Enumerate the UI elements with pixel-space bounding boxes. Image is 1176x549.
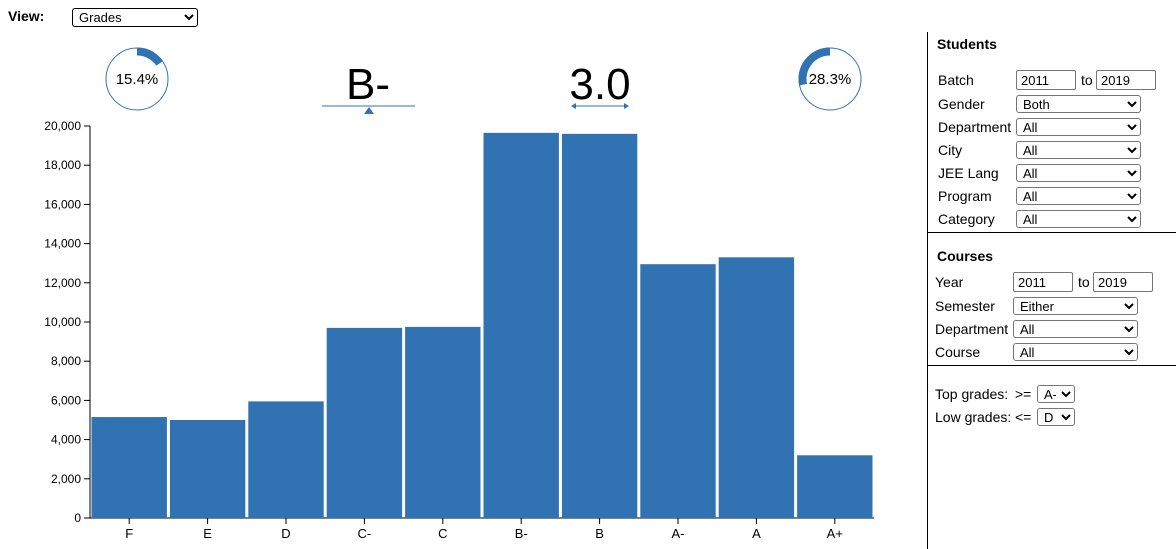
top-grades-operator: >=	[1015, 386, 1032, 402]
jee-lang-label: JEE Lang	[938, 165, 999, 181]
gauge-2: 28.3%	[798, 47, 862, 111]
student-department-select[interactable]: All	[1016, 118, 1141, 136]
year-to-label: to	[1078, 274, 1090, 290]
x-tick-label: A+	[827, 526, 843, 541]
department-label: Department	[938, 119, 1012, 135]
low-grades-label: Low grades:	[935, 409, 1012, 425]
y-tick-label: 18,000	[44, 158, 81, 172]
x-tick-label: A-	[672, 526, 685, 541]
year-label: Year	[935, 274, 964, 290]
gpa-left-arrow-icon	[571, 103, 576, 109]
view-select[interactable]: Grades	[72, 8, 198, 27]
median-marker-icon	[364, 107, 374, 114]
bar-A[interactable]	[718, 257, 795, 518]
low-grades-operator: <=	[1015, 409, 1032, 425]
gauge-1: 15.4%	[105, 47, 169, 111]
gauge-arc	[798, 47, 831, 86]
view-label: View:	[8, 8, 45, 24]
y-tick-label: 20,000	[44, 119, 81, 133]
filter-panel: Students Batch to Gender Both Department…	[927, 32, 1176, 549]
x-tick-label: B-	[515, 526, 528, 541]
bar-A+[interactable]	[797, 455, 873, 518]
students-divider	[928, 232, 1176, 233]
gender-label: Gender	[938, 96, 985, 112]
y-tick-label: 14,000	[44, 237, 81, 251]
program-select[interactable]: All	[1016, 187, 1141, 205]
y-tick-label: 8,000	[51, 354, 81, 368]
x-tick-label: C-	[358, 526, 372, 541]
bar-A-[interactable]	[640, 264, 716, 518]
gauge-arc	[136, 47, 163, 66]
bar-D[interactable]	[248, 401, 324, 518]
city-select[interactable]: All	[1016, 141, 1141, 159]
semester-label: Semester	[935, 298, 995, 314]
year-to-input[interactable]	[1093, 272, 1153, 292]
top-grades-select[interactable]: A-	[1037, 385, 1075, 403]
median-grade-text: B-	[346, 60, 390, 109]
gpa-right-arrow-icon	[624, 103, 629, 109]
courses-title: Courses	[937, 248, 994, 264]
category-label: Category	[938, 211, 995, 227]
y-tick-label: 2,000	[51, 472, 81, 486]
low-grades-select[interactable]: D	[1037, 408, 1075, 426]
jee-lang-select[interactable]: All	[1016, 164, 1141, 182]
students-title: Students	[937, 36, 997, 52]
x-tick-label: F	[125, 526, 133, 541]
x-tick-label: A	[752, 526, 761, 541]
mean-gpa-text: 3.0	[569, 60, 630, 109]
batch-to-label: to	[1081, 72, 1093, 88]
course-department-select[interactable]: All	[1013, 320, 1138, 338]
x-tick-label: E	[203, 526, 212, 541]
category-select[interactable]: All	[1016, 210, 1141, 228]
batch-to-input[interactable]	[1096, 70, 1156, 90]
course-label: Course	[935, 344, 981, 360]
top-grades-label: Top grades:	[935, 386, 1009, 402]
bar-C-[interactable]	[326, 327, 403, 518]
bar-B-[interactable]	[483, 132, 559, 519]
grades-chart: 15.4% 28.3% B- 3.0 0 2,000 4,000 6,000 8,000 1…	[44, 47, 874, 541]
year-from-input[interactable]	[1013, 272, 1073, 292]
gauge-value-text: 28.3%	[809, 71, 852, 88]
semester-select[interactable]: Either	[1013, 297, 1138, 315]
y-tick-label: 10,000	[44, 315, 81, 329]
city-label: City	[938, 142, 963, 158]
x-tick-label: D	[281, 526, 290, 541]
batch-label: Batch	[938, 72, 974, 88]
y-tick-label: 4,000	[51, 433, 81, 447]
y-tick-label: 6,000	[51, 393, 81, 407]
courses-divider	[928, 365, 1176, 366]
bar-C[interactable]	[405, 326, 481, 518]
batch-from-input[interactable]	[1016, 70, 1076, 90]
course-select[interactable]: All	[1013, 343, 1138, 361]
course-department-label: Department	[935, 321, 1009, 337]
x-tick-label: C	[438, 526, 447, 541]
y-tick-label: 12,000	[44, 276, 81, 290]
y-tick-label: 0	[74, 511, 81, 525]
gauge-value-text: 15.4%	[116, 71, 159, 88]
y-tick-label: 16,000	[44, 197, 81, 211]
program-label: Program	[938, 188, 992, 204]
x-tick-label: B	[595, 526, 604, 541]
gender-select[interactable]: Both	[1016, 95, 1141, 113]
bar-F[interactable]	[91, 417, 167, 518]
bar-B[interactable]	[561, 133, 638, 518]
bar-E[interactable]	[169, 420, 246, 518]
